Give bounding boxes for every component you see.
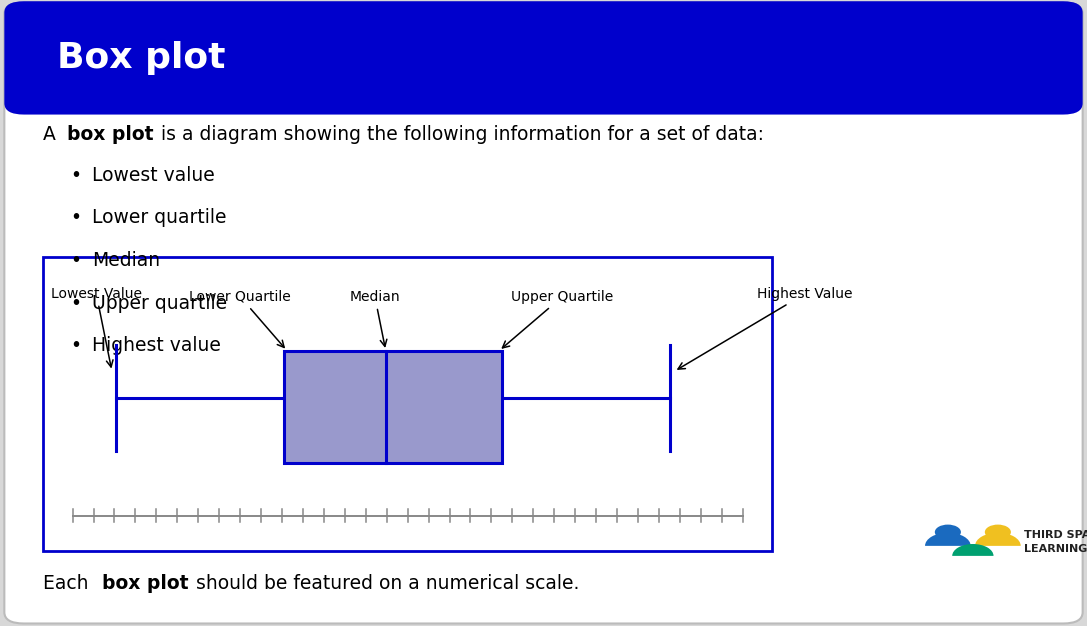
Text: •: • — [71, 208, 82, 227]
Text: Lowest value: Lowest value — [92, 166, 215, 185]
Text: Upper quartile: Upper quartile — [92, 294, 227, 312]
Text: •: • — [71, 294, 82, 312]
Text: Lowest Value: Lowest Value — [51, 287, 141, 367]
Bar — [24, 78, 1063, 103]
Wedge shape — [975, 533, 1021, 546]
Text: •: • — [71, 336, 82, 355]
Text: Median: Median — [350, 290, 400, 346]
Text: Lower Quartile: Lower Quartile — [189, 290, 291, 347]
FancyBboxPatch shape — [4, 1, 1083, 115]
Wedge shape — [925, 533, 971, 546]
Text: box plot: box plot — [67, 125, 154, 144]
FancyBboxPatch shape — [4, 3, 1083, 623]
Text: THIRD SPACE
LEARNING: THIRD SPACE LEARNING — [1024, 530, 1087, 554]
Text: Box plot: Box plot — [57, 41, 225, 74]
Circle shape — [985, 525, 1011, 540]
Text: is a diagram showing the following information for a set of data:: is a diagram showing the following infor… — [161, 125, 764, 144]
Text: Median: Median — [92, 251, 161, 270]
Text: Each: Each — [43, 574, 95, 593]
Text: Upper Quartile: Upper Quartile — [502, 290, 613, 348]
Bar — [284, 351, 502, 463]
Text: should be featured on a numerical scale.: should be featured on a numerical scale. — [196, 574, 579, 593]
Text: box plot: box plot — [102, 574, 189, 593]
Text: Highest Value: Highest Value — [678, 287, 852, 369]
Circle shape — [935, 525, 961, 540]
Text: •: • — [71, 251, 82, 270]
Text: A: A — [43, 125, 62, 144]
Text: Lower quartile: Lower quartile — [92, 208, 227, 227]
Text: •: • — [71, 166, 82, 185]
Text: Highest value: Highest value — [92, 336, 222, 355]
Wedge shape — [952, 544, 994, 556]
Bar — [43, 257, 772, 551]
